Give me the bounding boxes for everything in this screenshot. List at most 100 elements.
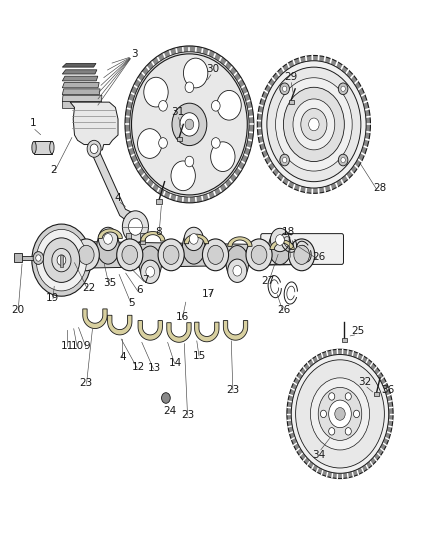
Circle shape bbox=[257, 55, 371, 193]
Text: 26: 26 bbox=[312, 252, 326, 262]
Polygon shape bbox=[62, 101, 102, 109]
Polygon shape bbox=[70, 102, 118, 151]
Circle shape bbox=[328, 427, 335, 435]
Polygon shape bbox=[62, 89, 100, 95]
Circle shape bbox=[353, 410, 360, 418]
Bar bbox=[14, 253, 22, 262]
Circle shape bbox=[276, 78, 352, 171]
Text: 10: 10 bbox=[71, 341, 84, 351]
Text: 6: 6 bbox=[137, 285, 143, 295]
Circle shape bbox=[311, 378, 370, 450]
Circle shape bbox=[73, 239, 99, 271]
Text: 27: 27 bbox=[261, 276, 274, 286]
Ellipse shape bbox=[226, 246, 249, 280]
Text: 13: 13 bbox=[148, 364, 161, 373]
Circle shape bbox=[293, 99, 335, 150]
Circle shape bbox=[32, 224, 91, 296]
Circle shape bbox=[335, 408, 345, 420]
Text: 7: 7 bbox=[143, 274, 149, 285]
Circle shape bbox=[228, 259, 247, 282]
Circle shape bbox=[261, 61, 366, 188]
Circle shape bbox=[321, 410, 326, 418]
Circle shape bbox=[87, 140, 101, 157]
Ellipse shape bbox=[32, 141, 36, 154]
Circle shape bbox=[99, 227, 117, 251]
Circle shape bbox=[36, 255, 41, 261]
Circle shape bbox=[189, 233, 198, 244]
Circle shape bbox=[141, 260, 160, 284]
Circle shape bbox=[90, 144, 98, 154]
Circle shape bbox=[294, 245, 310, 264]
Text: 20: 20 bbox=[11, 305, 25, 315]
Circle shape bbox=[125, 46, 254, 203]
Polygon shape bbox=[223, 320, 248, 340]
Circle shape bbox=[328, 400, 351, 427]
Circle shape bbox=[122, 211, 148, 243]
Circle shape bbox=[158, 239, 184, 271]
Circle shape bbox=[104, 233, 113, 244]
Polygon shape bbox=[82, 241, 311, 268]
Circle shape bbox=[283, 157, 287, 163]
Circle shape bbox=[128, 218, 142, 235]
Text: 30: 30 bbox=[206, 64, 219, 74]
Ellipse shape bbox=[183, 230, 205, 264]
Polygon shape bbox=[62, 76, 98, 81]
Circle shape bbox=[172, 103, 207, 146]
Polygon shape bbox=[83, 309, 107, 328]
Polygon shape bbox=[167, 322, 191, 342]
Circle shape bbox=[122, 245, 138, 264]
Circle shape bbox=[212, 101, 220, 111]
Text: 24: 24 bbox=[164, 406, 177, 416]
FancyBboxPatch shape bbox=[261, 233, 343, 264]
Text: 23: 23 bbox=[226, 384, 240, 394]
Polygon shape bbox=[108, 316, 132, 335]
Circle shape bbox=[345, 427, 351, 435]
Circle shape bbox=[276, 235, 284, 245]
Circle shape bbox=[33, 252, 44, 264]
Polygon shape bbox=[91, 144, 141, 225]
Text: 8: 8 bbox=[155, 227, 162, 237]
Text: 34: 34 bbox=[312, 450, 326, 460]
Circle shape bbox=[287, 349, 393, 479]
Circle shape bbox=[301, 109, 327, 140]
Ellipse shape bbox=[139, 246, 162, 280]
Polygon shape bbox=[228, 237, 252, 246]
Text: 23: 23 bbox=[80, 378, 93, 388]
Polygon shape bbox=[62, 83, 99, 88]
Circle shape bbox=[146, 266, 155, 277]
Circle shape bbox=[180, 113, 199, 136]
Text: 26: 26 bbox=[277, 305, 290, 315]
Circle shape bbox=[283, 87, 344, 161]
Text: 36: 36 bbox=[381, 384, 395, 394]
Text: 1: 1 bbox=[29, 118, 36, 128]
Circle shape bbox=[328, 393, 335, 400]
Circle shape bbox=[251, 245, 267, 264]
Bar bbox=[289, 100, 294, 104]
Text: 4: 4 bbox=[115, 192, 121, 203]
Text: 12: 12 bbox=[132, 362, 145, 372]
Text: 15: 15 bbox=[193, 351, 206, 361]
Circle shape bbox=[338, 154, 348, 166]
Ellipse shape bbox=[49, 141, 54, 154]
Circle shape bbox=[212, 138, 220, 148]
Text: 4: 4 bbox=[119, 352, 126, 361]
Circle shape bbox=[217, 91, 241, 120]
Circle shape bbox=[233, 265, 242, 276]
Text: 18: 18 bbox=[282, 227, 295, 237]
Text: 3: 3 bbox=[131, 50, 138, 59]
Text: 9: 9 bbox=[83, 341, 90, 351]
Polygon shape bbox=[62, 95, 102, 102]
Circle shape bbox=[185, 82, 194, 93]
Circle shape bbox=[163, 245, 179, 264]
Polygon shape bbox=[141, 231, 165, 241]
Circle shape bbox=[36, 229, 87, 291]
Bar bbox=[342, 337, 347, 342]
Circle shape bbox=[291, 354, 389, 473]
Polygon shape bbox=[34, 141, 52, 154]
Polygon shape bbox=[19, 256, 36, 260]
Text: 29: 29 bbox=[284, 71, 297, 82]
Circle shape bbox=[280, 154, 290, 166]
Bar bbox=[177, 137, 183, 141]
Circle shape bbox=[117, 239, 143, 271]
Polygon shape bbox=[270, 240, 294, 249]
